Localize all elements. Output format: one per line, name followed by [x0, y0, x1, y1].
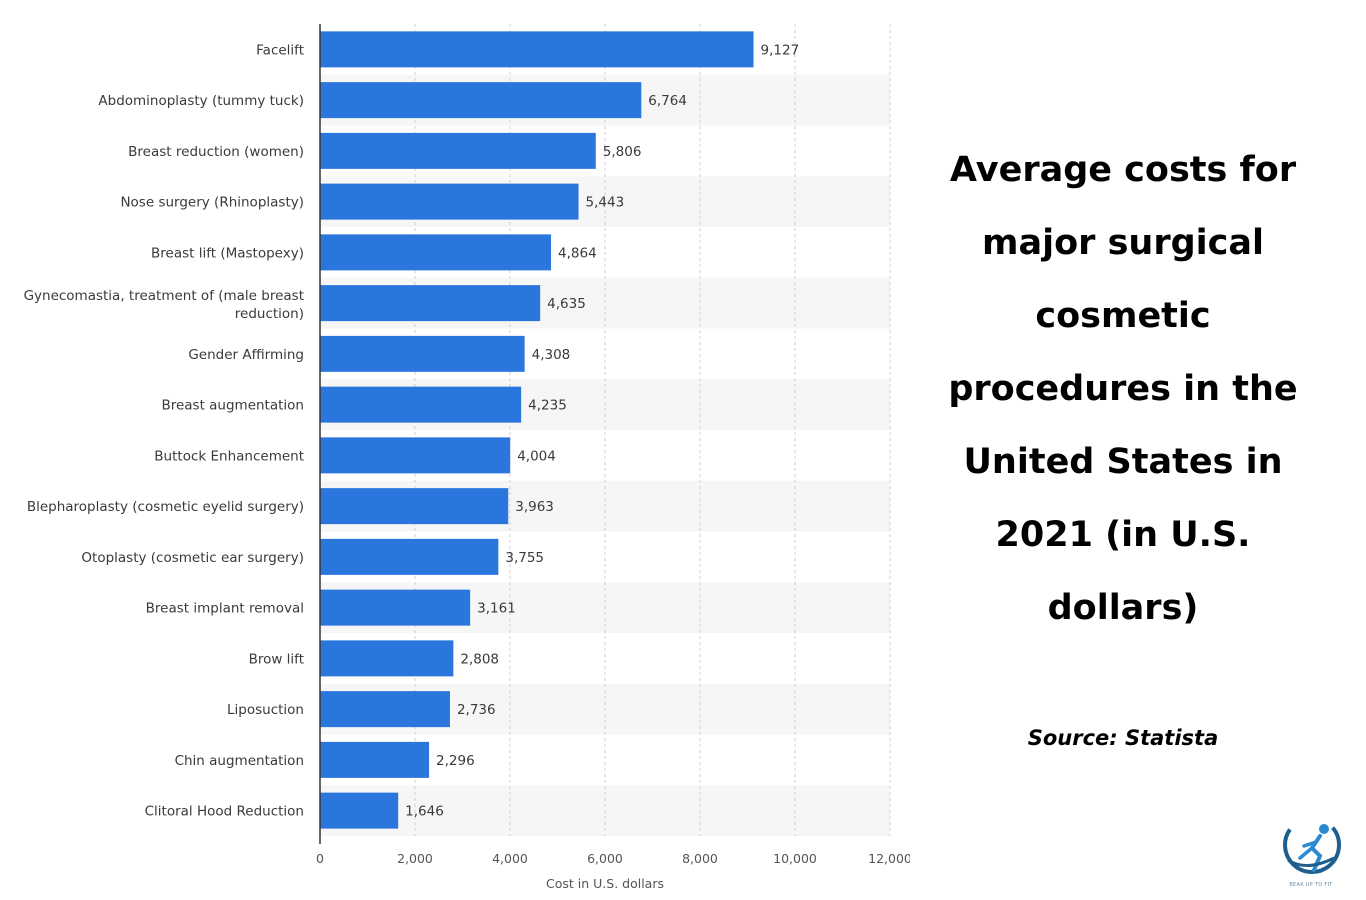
x-tick-label: 2,000 — [397, 851, 433, 866]
category-label: Breast augmentation — [161, 398, 304, 414]
bar — [320, 31, 754, 68]
category-label: Blepharoplasty (cosmetic eyelid surgery) — [27, 499, 304, 515]
runner-logo-icon — [1283, 816, 1341, 874]
value-label: 2,296 — [436, 753, 475, 769]
value-label: 2,808 — [460, 651, 499, 667]
category-label: Chin augmentation — [175, 753, 304, 769]
category-label: Nose surgery (Rhinoplasty) — [120, 195, 304, 211]
bar — [320, 132, 596, 169]
category-label: Buttock Enhancement — [154, 448, 304, 464]
category-label: Brow lift — [249, 651, 304, 667]
bar — [320, 741, 430, 778]
value-label: 3,963 — [515, 499, 554, 515]
category-label: Facelift — [256, 42, 304, 58]
bar — [320, 538, 499, 575]
x-tick-label: 4,000 — [492, 851, 528, 866]
bar — [320, 386, 522, 423]
bar — [320, 589, 471, 626]
category-label: Breast reduction (women) — [128, 144, 304, 160]
category-label: Gynecomastia, treatment of (male breast r… — [24, 288, 304, 322]
value-label: 5,443 — [586, 195, 625, 211]
bar — [320, 82, 642, 119]
bar — [320, 691, 450, 728]
category-label: Breast implant removal — [146, 601, 304, 617]
x-tick-label: 6,000 — [587, 851, 623, 866]
x-tick-label: 0 — [316, 851, 324, 866]
category-label: Abdominoplasty (tummy tuck) — [98, 93, 304, 109]
logo-text: BEAK UP TO FIT — [1289, 882, 1333, 888]
chart-title: Average costs for major surgical cosmeti… — [948, 150, 1298, 628]
x-tick-label: 12,000 — [868, 851, 910, 866]
bar — [320, 335, 525, 372]
x-axis-title: Cost in U.S. dollars — [546, 876, 664, 891]
value-label: 3,161 — [477, 601, 516, 617]
value-label: 4,235 — [528, 398, 567, 414]
value-label: 4,635 — [547, 296, 586, 312]
value-label: 9,127 — [761, 42, 800, 58]
value-label: 2,736 — [457, 702, 496, 718]
value-label: 1,646 — [405, 804, 444, 820]
bar — [320, 437, 511, 474]
category-label: Otoplasty (cosmetic ear surgery) — [81, 550, 304, 566]
bar — [320, 488, 509, 525]
x-tick-label: 10,000 — [773, 851, 817, 866]
bar-chart: 9,127 Facelift 6,764 Abdominoplasty (tummy … — [24, 24, 910, 891]
bar — [320, 285, 541, 322]
value-label: 3,755 — [505, 550, 544, 566]
bar — [320, 183, 579, 220]
brand-logo: BEAK UP TO FIT — [1276, 812, 1346, 892]
value-label: 6,764 — [648, 93, 687, 109]
value-label: 4,308 — [532, 347, 571, 363]
category-label: Clitoral Hood Reduction — [145, 804, 304, 820]
bar — [320, 640, 454, 677]
bar — [320, 792, 399, 829]
value-label: 4,864 — [558, 245, 597, 261]
category-label: Liposuction — [227, 702, 304, 718]
value-label: 4,004 — [517, 448, 556, 464]
category-label: Breast lift (Mastopexy) — [151, 245, 304, 261]
value-label: 5,806 — [603, 144, 642, 160]
category-label: Gender Affirming — [188, 347, 304, 363]
source-note: Source: Statista — [1027, 726, 1219, 750]
x-tick-label: 8,000 — [682, 851, 718, 866]
bar — [320, 234, 552, 271]
